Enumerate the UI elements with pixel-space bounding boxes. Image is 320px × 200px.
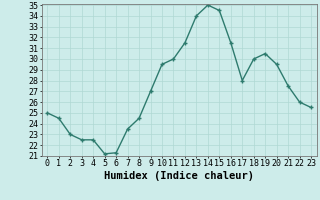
X-axis label: Humidex (Indice chaleur): Humidex (Indice chaleur) <box>104 171 254 181</box>
